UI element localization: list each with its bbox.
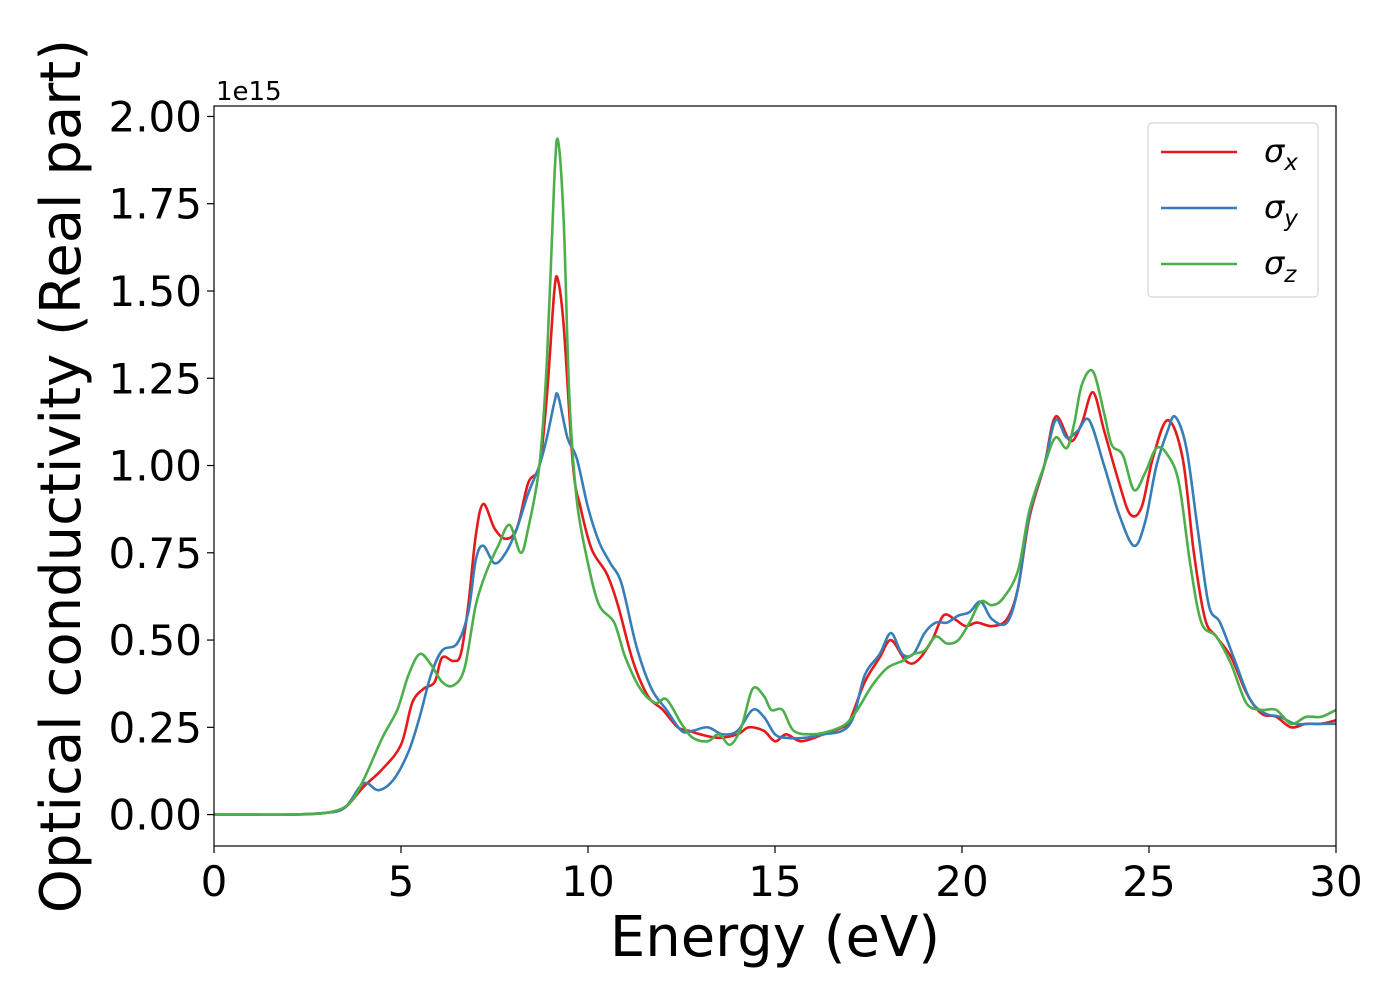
series-layer — [214, 137, 1336, 817]
legend-box — [1147, 122, 1319, 298]
y-tick-label: 0.25 — [108, 703, 202, 752]
x-tick-label: 20 — [935, 857, 988, 906]
series-line-y — [214, 392, 1336, 817]
x-tick-label: 25 — [1122, 857, 1175, 906]
y-tick-label: 1.75 — [108, 180, 202, 229]
legend-label-x: σx — [1264, 132, 1298, 176]
x-tick-label: 30 — [1309, 857, 1362, 906]
y-tick-label: 1.50 — [108, 267, 202, 316]
y-tick-label: 0.00 — [108, 791, 202, 840]
y-tick-label: 1.25 — [108, 354, 202, 403]
legend-label-z: σz — [1264, 244, 1297, 288]
y-tick-label: 2.00 — [108, 92, 202, 141]
legend: σx σy σz — [1147, 122, 1319, 298]
x-tick-label: 10 — [561, 857, 614, 906]
x-tick-label: 0 — [201, 857, 228, 906]
x-axis-ticks: 0 5 10 15 20 25 30 — [201, 846, 1363, 906]
x-axis-label: Energy (eV) — [610, 905, 940, 970]
y-axis-ticks: 0.00 0.25 0.50 0.75 1.00 1.25 1.50 1.75 2.00 — [108, 92, 214, 840]
y-axis-label: Optical conductivity (Real part) — [29, 39, 94, 913]
y-offset-label: 1e15 — [216, 77, 282, 107]
y-tick-label: 0.75 — [108, 529, 202, 578]
x-tick-label: 15 — [748, 857, 801, 906]
y-tick-label: 0.50 — [108, 616, 202, 665]
series-line-z — [214, 137, 1336, 817]
y-tick-label: 1.00 — [108, 442, 202, 491]
legend-label-y: σy — [1264, 188, 1298, 232]
x-tick-label: 5 — [388, 857, 415, 906]
